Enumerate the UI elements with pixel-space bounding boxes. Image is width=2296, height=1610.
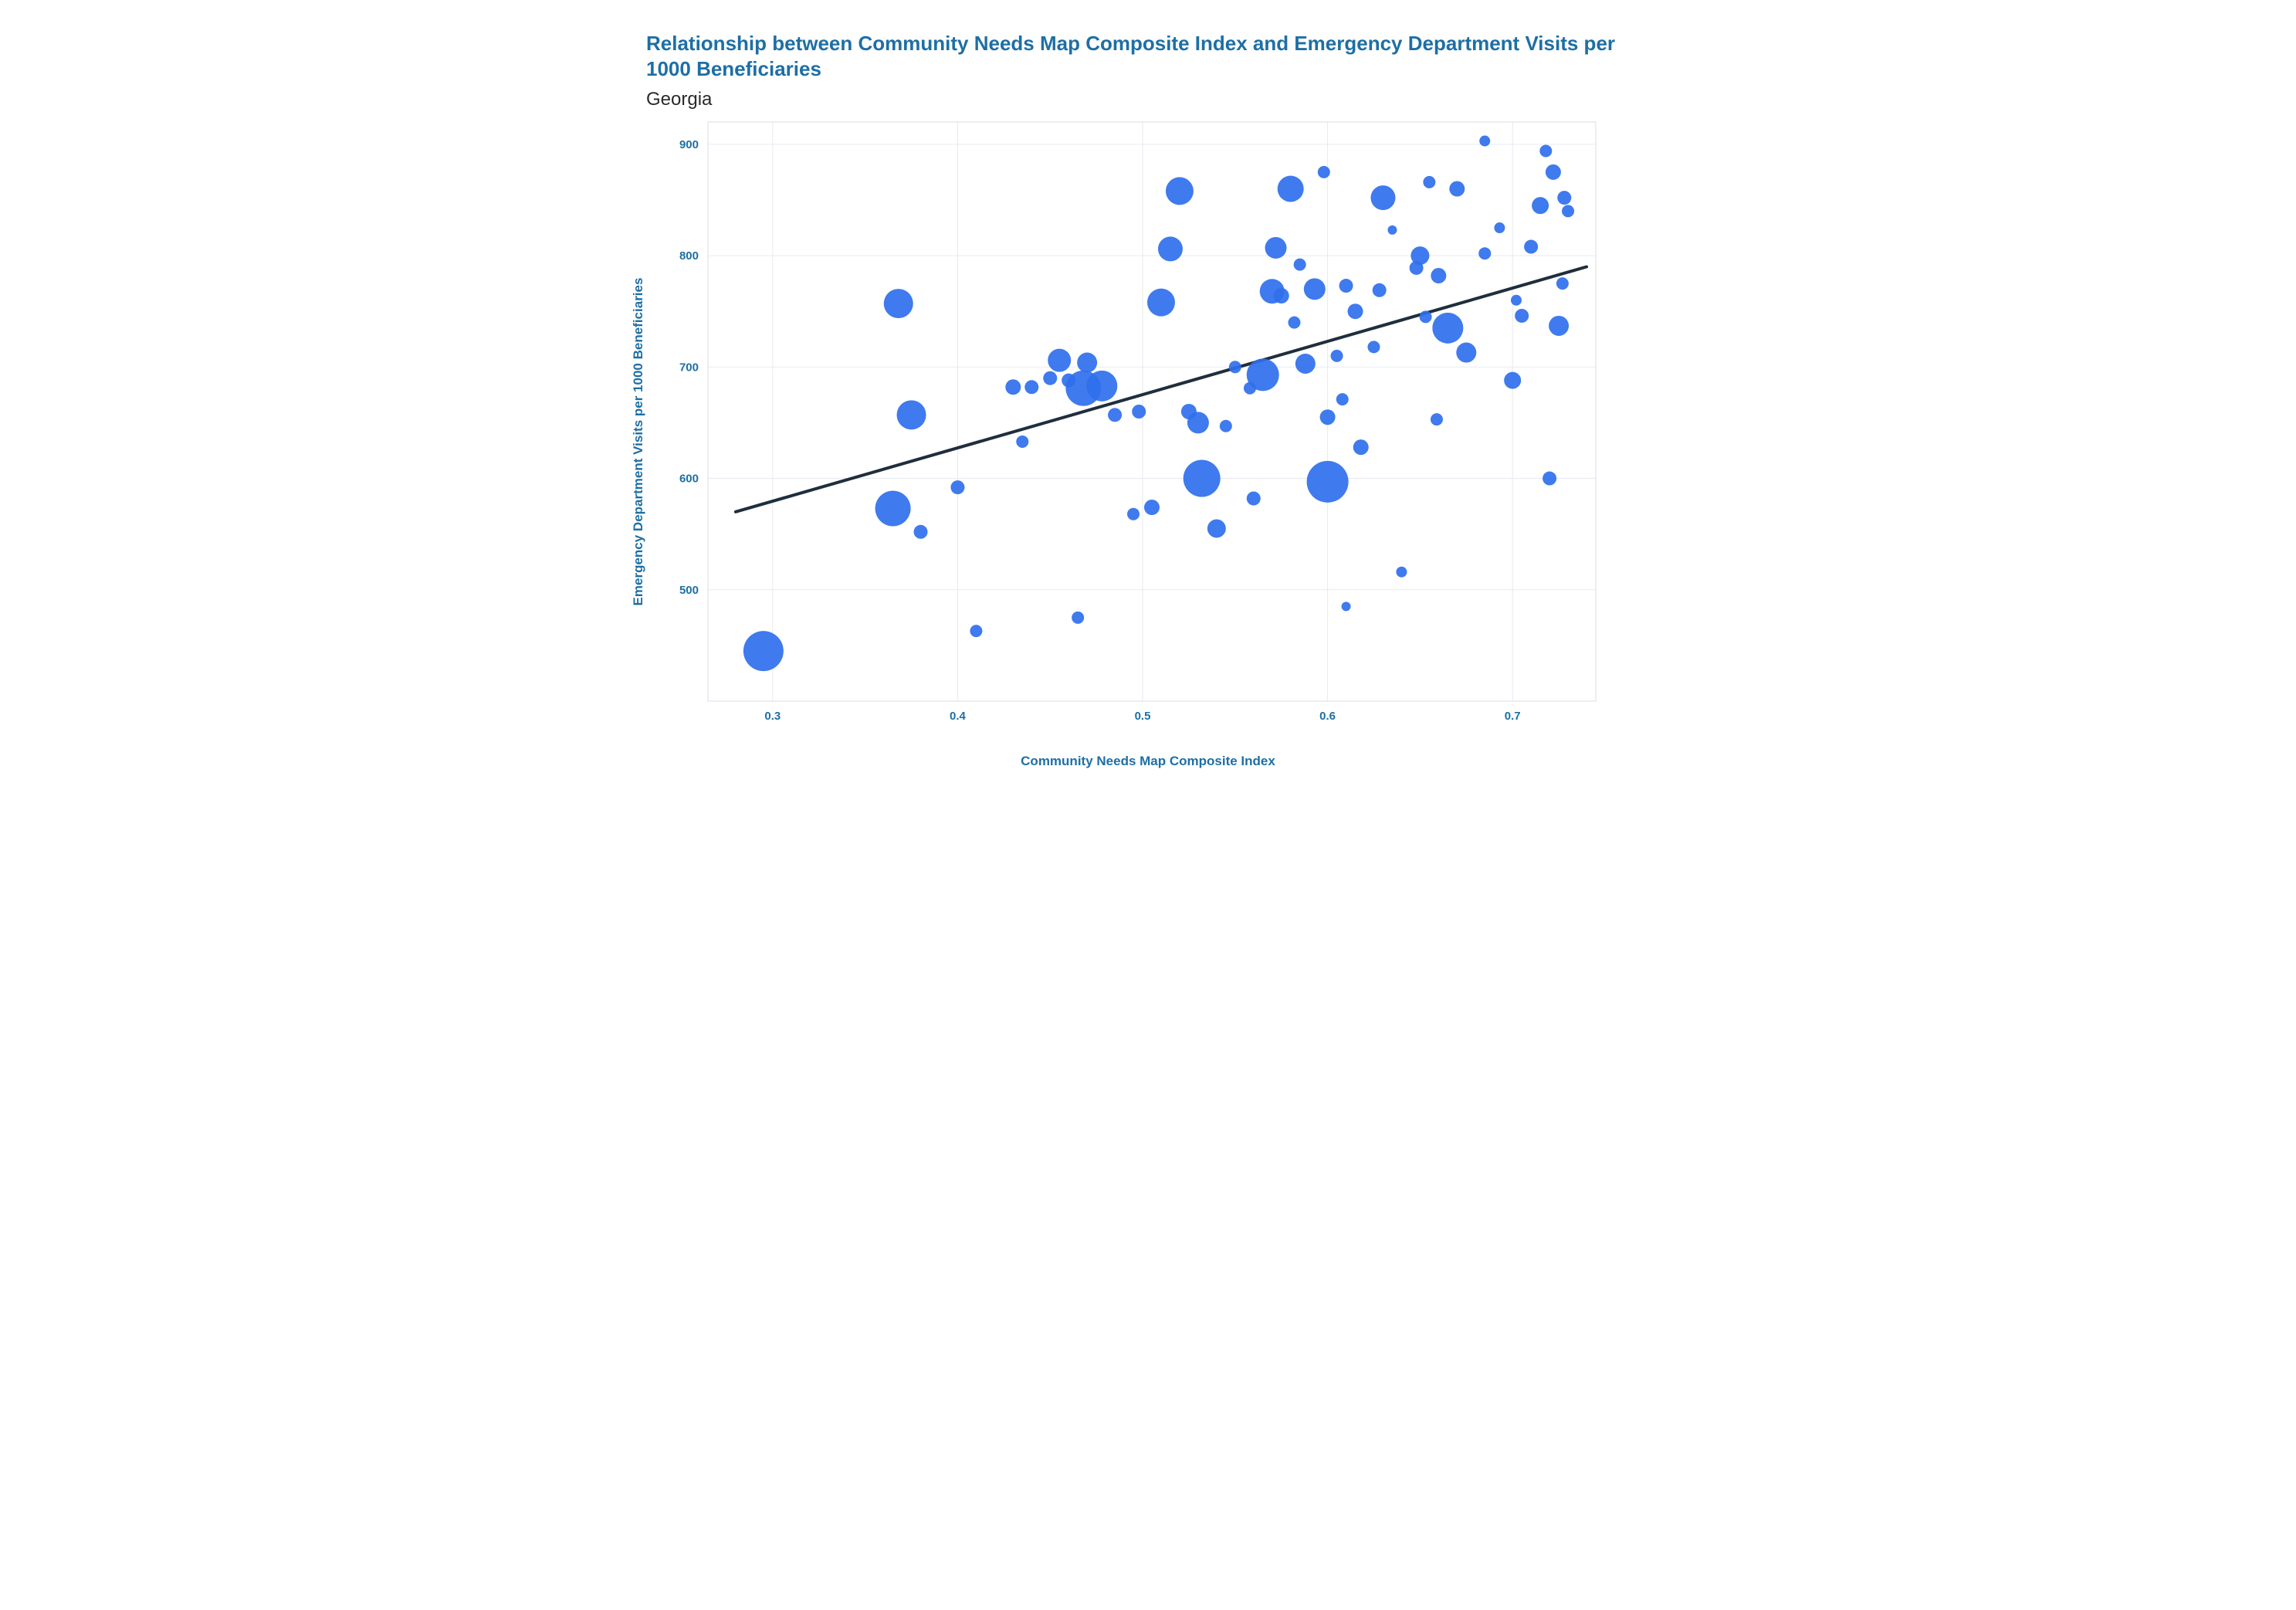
- data-point: [1410, 246, 1429, 265]
- data-point: [1016, 436, 1028, 448]
- data-point: [1494, 222, 1505, 233]
- data-point: [1420, 310, 1432, 323]
- data-point: [1370, 185, 1395, 210]
- data-point: [1342, 602, 1351, 611]
- x-axis-label: Community Needs Map Composite Index: [646, 754, 1650, 769]
- data-point: [743, 631, 784, 671]
- data-point: [1187, 412, 1209, 433]
- data-point: [1108, 408, 1122, 422]
- data-point: [1229, 361, 1241, 373]
- data-point: [1304, 278, 1326, 300]
- data-point: [1274, 288, 1289, 303]
- data-point: [875, 490, 911, 526]
- data-point: [1320, 409, 1336, 425]
- data-point: [1478, 247, 1491, 259]
- data-point: [884, 289, 913, 318]
- data-point: [1543, 472, 1556, 486]
- y-tick-label: 600: [679, 473, 699, 486]
- data-point: [1318, 166, 1330, 178]
- chart-container: Relationship between Community Needs Map…: [646, 31, 1650, 769]
- data-point: [1077, 353, 1097, 373]
- data-point: [1048, 349, 1071, 372]
- x-tick-label: 0.7: [1505, 710, 1521, 723]
- data-point: [1127, 508, 1140, 520]
- data-point: [1220, 420, 1232, 432]
- data-point: [1387, 225, 1397, 235]
- data-point: [1353, 439, 1369, 455]
- data-point: [1431, 268, 1446, 283]
- data-point: [1479, 136, 1490, 147]
- data-point: [1247, 358, 1279, 391]
- data-point: [1132, 405, 1146, 419]
- data-point: [1086, 371, 1117, 402]
- x-tick-label: 0.6: [1319, 710, 1336, 723]
- data-point: [1247, 492, 1261, 506]
- data-point: [1546, 164, 1561, 180]
- data-point: [1539, 145, 1552, 158]
- data-point: [1207, 519, 1226, 537]
- data-point: [1373, 283, 1387, 297]
- x-tick-label: 0.4: [950, 710, 967, 723]
- data-point: [1339, 279, 1353, 293]
- data-point: [1449, 181, 1465, 197]
- data-point: [1331, 350, 1343, 362]
- data-point: [950, 480, 964, 494]
- y-tick-label: 800: [679, 249, 699, 263]
- data-point: [1562, 205, 1574, 217]
- data-point: [1556, 277, 1569, 290]
- data-point: [1144, 500, 1160, 515]
- data-point: [1294, 259, 1306, 271]
- data-point: [1005, 379, 1021, 395]
- data-point: [1524, 240, 1538, 254]
- data-point: [1396, 567, 1407, 578]
- y-tick-label: 900: [679, 138, 699, 151]
- chart-subtitle: Georgia: [646, 89, 1650, 110]
- x-tick-label: 0.5: [1135, 710, 1151, 723]
- data-point: [1024, 380, 1038, 394]
- data-point: [1549, 316, 1569, 336]
- data-point: [1511, 295, 1522, 306]
- data-point: [1288, 317, 1300, 329]
- data-point: [1515, 309, 1529, 323]
- data-point: [1348, 303, 1363, 319]
- data-point: [1043, 371, 1057, 385]
- data-point: [1368, 341, 1380, 353]
- data-point: [1336, 393, 1349, 405]
- plot-area: [708, 122, 1596, 701]
- data-point: [897, 400, 926, 429]
- data-point: [1504, 372, 1521, 389]
- data-point: [1423, 176, 1435, 188]
- data-point: [970, 625, 982, 637]
- chart-wrap: Emergency Department Visits per 1000 Ben…: [646, 114, 1650, 769]
- data-point: [1431, 413, 1443, 425]
- y-axis-label: Emergency Department Visits per 1000 Ben…: [631, 278, 646, 606]
- data-point: [1158, 236, 1183, 261]
- data-point: [1432, 313, 1463, 344]
- data-point: [914, 525, 928, 539]
- data-point: [1532, 197, 1549, 214]
- x-tick-label: 0.3: [764, 710, 781, 723]
- y-tick-label: 500: [679, 584, 699, 597]
- data-point: [1184, 460, 1221, 497]
- scatter-chart: 0.3 0.4 0.5 0.6 0.7 500 600 700 800 900: [646, 114, 1619, 747]
- data-point: [1147, 289, 1175, 317]
- data-point: [1166, 177, 1194, 205]
- data-point: [1072, 612, 1084, 624]
- data-point: [1557, 191, 1571, 205]
- chart-title: Relationship between Community Needs Map…: [646, 31, 1650, 81]
- data-point: [1278, 176, 1304, 202]
- data-point: [1307, 461, 1349, 503]
- data-point: [1295, 354, 1316, 374]
- data-point: [1265, 237, 1287, 259]
- data-point: [1456, 343, 1476, 363]
- y-tick-label: 700: [679, 361, 699, 374]
